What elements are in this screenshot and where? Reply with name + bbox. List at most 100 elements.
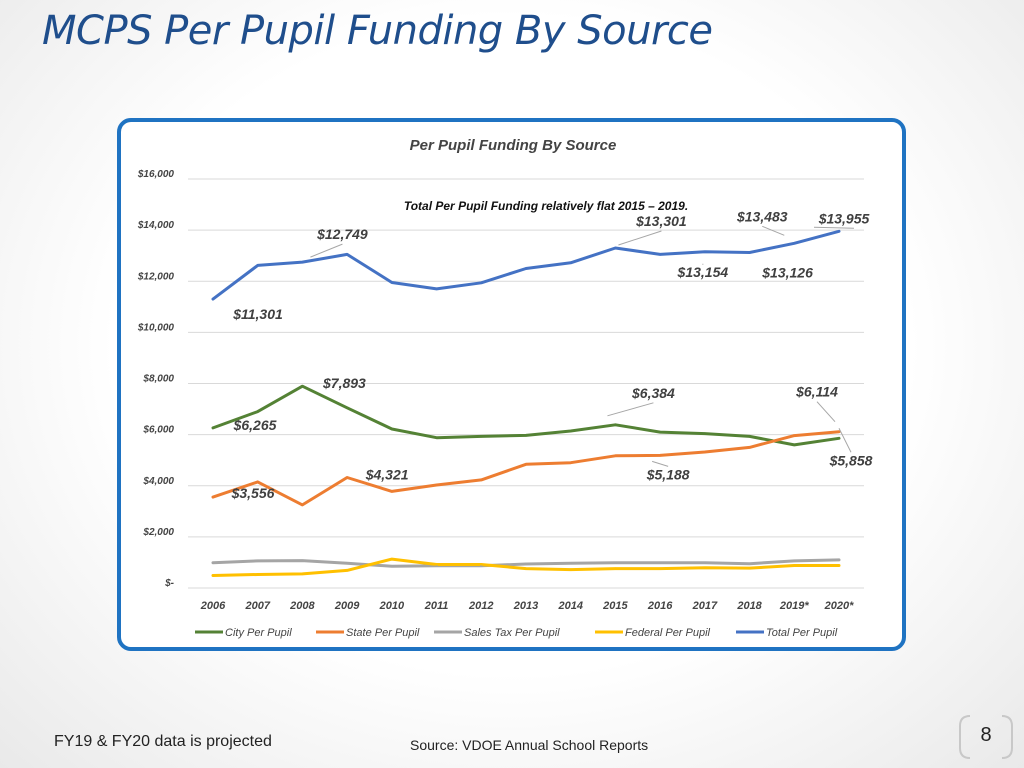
data-point: [837, 437, 841, 440]
source-note: Source: VDOE Annual School Reports: [410, 737, 649, 753]
data-point: [390, 490, 394, 493]
x-tick-label: 2006: [200, 600, 226, 612]
data-point: [301, 260, 304, 264]
data-label: $13,126: [761, 264, 813, 280]
data-point: [390, 565, 394, 568]
data-label: $13,955: [818, 210, 870, 226]
x-tick-label: 2012: [468, 600, 493, 612]
data-point: [480, 435, 483, 438]
data-point: [703, 561, 707, 564]
page-badge-bracket-icon: [959, 715, 1013, 759]
data-label-leader: [651, 460, 669, 467]
data-point: [614, 423, 617, 427]
data-point: [345, 562, 349, 565]
data-point: [256, 573, 259, 576]
x-tick-label: 2018: [736, 600, 762, 612]
data-point: [345, 253, 349, 256]
data-label-leader: [607, 402, 654, 417]
data-point: [569, 562, 572, 565]
data-point: [614, 567, 617, 570]
data-point: [837, 430, 841, 433]
data-point: [793, 559, 796, 563]
data-point: [703, 250, 707, 253]
y-tick-label: $6,000: [142, 425, 174, 436]
data-label: $13,483: [736, 208, 788, 224]
data-label: $6,114: [795, 384, 838, 400]
data-point: [211, 426, 215, 430]
data-point: [614, 454, 617, 458]
line-chart: Per Pupil Funding By Source $- $2,000 $4,00…: [137, 137, 873, 639]
data-label: $6,384: [631, 385, 675, 401]
x-tick-label: 2008: [289, 600, 315, 612]
data-point: [748, 446, 751, 449]
series-line-state-per-pupil: [211, 430, 841, 507]
data-label: $5,858: [829, 452, 873, 468]
data-label-leader: [838, 428, 852, 453]
data-point: [748, 435, 751, 438]
data-point: [211, 561, 215, 564]
data-label: $4,321: [365, 467, 409, 483]
data-point: [793, 564, 796, 567]
x-tick-label: 2009: [334, 600, 360, 612]
data-point: [301, 385, 304, 388]
x-tick-label: 2011: [424, 600, 449, 612]
data-point: [301, 572, 304, 576]
data-point: [345, 476, 349, 479]
data-point: [703, 566, 707, 570]
data-point: [390, 281, 394, 284]
y-tick-label: $14,000: [137, 220, 175, 231]
data-point: [837, 230, 841, 233]
data-point: [614, 561, 617, 564]
series-line-total-per-pupil: [211, 229, 841, 301]
y-tick-label: $8,000: [142, 374, 174, 385]
chart-title: Per Pupil Funding By Source: [410, 137, 617, 154]
chart-frame: Per Pupil Funding By Source $- $2,000 $4,00…: [117, 118, 906, 651]
data-point: [301, 559, 304, 562]
data-point: [569, 461, 572, 464]
data-label: $11,301: [232, 306, 283, 322]
slide-title: MCPS Per Pupil Funding By Source: [42, 8, 713, 54]
data-label: $13,301: [635, 213, 687, 229]
data-point: [569, 429, 572, 433]
data-label: $3,556: [231, 485, 275, 501]
x-tick-label: 2020*: [824, 600, 854, 612]
data-point: [345, 569, 349, 572]
data-point: [658, 253, 662, 256]
data-point: [837, 564, 841, 567]
data-point: [390, 557, 394, 561]
projection-footnote: FY19 & FY20 data is projected: [54, 733, 272, 750]
y-tick-label: $2,000: [142, 527, 174, 538]
data-point: [748, 562, 751, 565]
data-point: [793, 434, 796, 437]
data-point: [569, 261, 572, 265]
y-tick-label: $4,000: [142, 476, 174, 487]
data-point: [211, 297, 215, 301]
page-number: 8: [980, 724, 992, 746]
data-point: [658, 561, 662, 564]
data-point: [793, 443, 796, 447]
data-point: [524, 463, 528, 466]
data-point: [480, 281, 483, 284]
legend-label: Total Per Pupil: [766, 627, 838, 639]
data-point: [569, 568, 572, 571]
data-point: [524, 267, 528, 270]
data-point: [256, 410, 259, 413]
data-point: [703, 432, 707, 435]
data-label-leader: [618, 230, 662, 246]
x-tick-label: 2007: [244, 600, 270, 612]
data-point: [345, 406, 349, 409]
y-tick-label: $12,000: [137, 271, 175, 282]
data-point: [256, 480, 259, 484]
data-point: [748, 251, 751, 254]
x-tick-label: 2016: [647, 600, 673, 612]
data-point: [658, 430, 662, 434]
y-tick-label: $16,000: [137, 169, 175, 180]
data-point: [435, 287, 438, 291]
x-tick-label: 2010: [379, 600, 405, 612]
data-point: [748, 566, 751, 570]
data-point: [435, 436, 438, 439]
legend-label: City Per Pupil: [225, 627, 292, 639]
data-label-leader: [816, 401, 836, 423]
data-label: $13,154: [677, 264, 729, 280]
data-label: $7,893: [322, 375, 366, 391]
